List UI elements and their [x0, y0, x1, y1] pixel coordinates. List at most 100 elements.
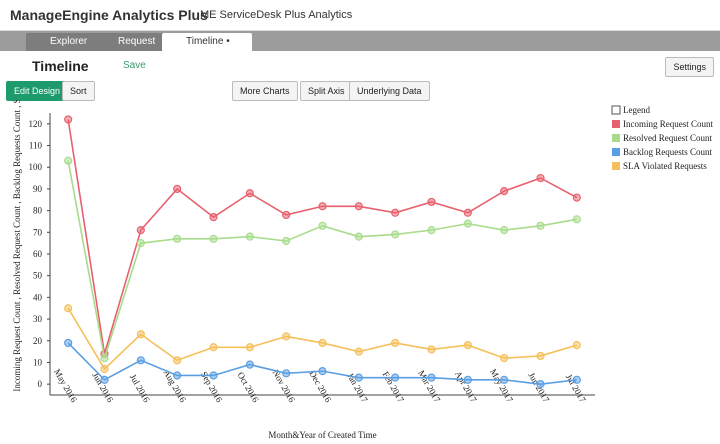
save-button[interactable]: Save — [123, 60, 146, 71]
legend-swatch — [612, 134, 620, 142]
point — [136, 226, 145, 235]
point — [463, 208, 472, 217]
y-tick-label: 120 — [29, 119, 43, 129]
y-tick-label: 70 — [33, 227, 43, 237]
y-tick-label: 90 — [33, 184, 43, 194]
point — [282, 236, 291, 246]
point — [463, 341, 472, 350]
point — [391, 373, 400, 382]
x-tick-label: Mar 2017 — [416, 368, 443, 404]
toolbar: Timeline Save Settings — [0, 52, 720, 80]
point — [173, 184, 182, 194]
x-tick-label: Jul 2016 — [128, 372, 152, 404]
logo[interactable]: ManageEngine Analytics Plus — [10, 7, 208, 23]
point — [64, 338, 73, 348]
point — [500, 354, 509, 363]
point — [500, 186, 509, 196]
point — [100, 375, 109, 384]
legend-checkbox — [611, 105, 621, 115]
workspace-name[interactable]: ME ServiceDesk Plus Analytics — [200, 9, 353, 21]
point — [209, 371, 218, 380]
edit-design-button[interactable]: Edit Design — [6, 81, 69, 101]
view-title: Timeline — [32, 58, 89, 74]
point — [282, 332, 291, 341]
legend-label: Resolved Request Count — [623, 133, 712, 143]
point — [500, 375, 509, 384]
tab-bar: Explorer Request Timeline • — [0, 31, 720, 51]
series-line — [67, 119, 578, 355]
point — [100, 364, 109, 374]
y-tick-label: 10 — [33, 357, 43, 367]
x-axis-title: Month&Year of Created Time — [268, 430, 376, 440]
tab[interactable]: Timeline • — [162, 33, 252, 51]
point — [136, 356, 145, 365]
y-tick-label: 30 — [33, 314, 43, 324]
point — [536, 221, 545, 230]
y-tick-label: 110 — [29, 141, 43, 151]
point — [282, 210, 291, 220]
point — [391, 208, 400, 217]
point — [427, 226, 436, 235]
tab[interactable]: Request — [94, 33, 184, 51]
x-tick-label: Oct 2016 — [235, 370, 261, 404]
y-tick-label: 60 — [33, 249, 43, 259]
point — [354, 202, 363, 211]
point — [136, 239, 145, 248]
header: ManageEngine Analytics Plus ME ServiceDe… — [0, 0, 720, 31]
point — [173, 234, 182, 243]
point — [245, 343, 254, 352]
point — [354, 347, 363, 356]
x-tick-label: May 2016 — [52, 367, 79, 404]
legend-swatch — [612, 148, 620, 156]
point — [318, 221, 327, 230]
point — [463, 219, 472, 228]
point — [245, 232, 254, 241]
point — [64, 156, 73, 165]
point — [64, 115, 73, 124]
point — [209, 343, 218, 352]
point — [136, 330, 145, 339]
point — [173, 371, 182, 380]
point — [500, 226, 509, 235]
underlying-data-button[interactable]: Underlying Data — [349, 81, 430, 101]
point — [318, 202, 327, 211]
point — [536, 351, 545, 361]
point — [318, 338, 327, 348]
point — [245, 360, 254, 369]
y-tick-label: 0 — [38, 379, 43, 389]
point — [572, 375, 581, 384]
legend-title: Legend — [623, 105, 650, 115]
point — [173, 356, 182, 365]
point — [427, 373, 436, 382]
point — [536, 173, 545, 183]
point — [282, 369, 291, 378]
point — [354, 232, 363, 241]
point — [245, 189, 254, 198]
y-tick-label: 50 — [33, 271, 43, 281]
point — [427, 345, 436, 354]
y-tick-label: 100 — [29, 162, 43, 172]
tab[interactable]: Explorer — [26, 33, 116, 51]
sort-button[interactable]: Sort — [62, 81, 95, 101]
point — [209, 234, 218, 243]
settings-button[interactable]: Settings — [665, 57, 714, 77]
point — [391, 230, 400, 239]
point — [391, 338, 400, 348]
x-tick-label: May 2017 — [488, 367, 515, 404]
point — [209, 213, 218, 222]
y-tick-label: 20 — [33, 336, 43, 346]
y-tick-label: 40 — [33, 292, 43, 302]
point — [536, 380, 545, 389]
point — [572, 215, 581, 224]
split-axis-button[interactable]: Split Axis — [300, 81, 353, 101]
point — [463, 375, 472, 384]
legend-label: Backlog Requests Count — [623, 147, 712, 157]
y-tick-label: 80 — [33, 206, 43, 216]
point — [64, 304, 73, 313]
point — [572, 193, 581, 202]
legend-label: Incoming Request Count — [623, 119, 713, 129]
y-axis-title: Incoming Request Count , Resolved Reques… — [12, 100, 22, 392]
point — [427, 197, 436, 207]
more-charts-button[interactable]: More Charts — [232, 81, 298, 101]
